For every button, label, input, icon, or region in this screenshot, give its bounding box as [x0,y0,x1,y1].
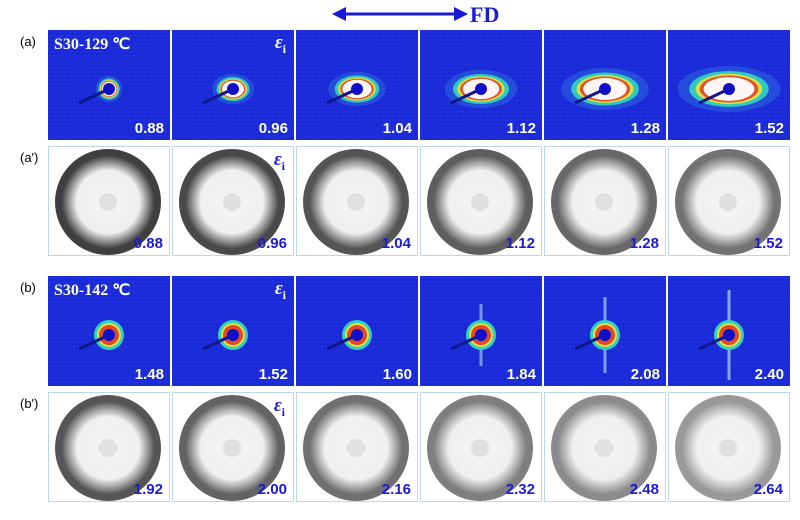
saxs-pattern-panel: 1.60 [296,276,418,386]
beam-center [223,193,241,211]
waxs-pattern-panel: εi 2.00 [172,392,294,502]
scattering-spot [78,320,124,351]
strain-value: 2.08 [630,366,660,383]
diffraction-ring [303,395,409,501]
strain-value: 1.60 [382,366,412,383]
scattering-spot [698,290,744,380]
strain-value: 1.48 [134,366,164,383]
waxs-pattern-panel: 2.64 [668,392,790,502]
scattering-spot [326,320,372,351]
strain-value: 0.96 [257,235,287,252]
waxs-pattern-panel: 2.32 [420,392,542,502]
diffraction-ring [179,395,285,501]
beam-center [347,193,365,211]
saxs-pattern-panel: 2.40 [668,276,790,386]
diffraction-ring [427,395,533,501]
strain-value: 0.88 [134,120,164,137]
waxs-pattern-panel: 1.92 [48,392,170,502]
strain-value: 1.52 [754,120,784,137]
diffraction-ring [551,395,657,501]
scattering-spot [202,320,248,351]
diffraction-ring [427,149,533,255]
waxs-pattern-panel: 2.48 [544,392,666,502]
strain-symbol: εi [274,32,286,56]
beam-center [347,439,365,457]
scattering-spot [78,75,123,105]
diffraction-ring [675,395,781,501]
waxs-pattern-panel: 1.12 [420,146,542,256]
diffraction-ring [551,149,657,255]
waxs-pattern-panel: 1.52 [668,146,790,256]
row-label: (a') [20,150,39,165]
sample-label: S30-129 ℃ [54,36,131,53]
saxs-pattern-panel: S30-129 ℃ 0.88 [48,30,170,140]
strain-value: 1.28 [630,120,660,137]
beam-center [595,439,613,457]
saxs-pattern-panel: 1.52 [668,30,790,140]
saxs-pattern-panel: εi 0.96 [172,30,294,140]
scattering-spot [574,297,620,373]
strain-symbol: εi [273,395,285,419]
strain-value: 1.12 [505,235,535,252]
saxs-pattern-panel: 1.84 [420,276,542,386]
scattering-spot [202,73,254,105]
row-label: (b) [20,280,36,295]
saxs-pattern-panel: εi 1.52 [172,276,294,386]
beam-center [99,193,117,211]
strain-value: 2.40 [754,366,784,383]
saxs-pattern-panel: 1.12 [420,30,542,140]
strain-value: 1.04 [382,120,412,137]
saxs-pattern-panel: S30-142 ℃ 1.48 [48,276,170,386]
strain-value: 0.88 [133,235,163,252]
beam-center [223,439,241,457]
sample-label: S30-142 ℃ [54,282,131,299]
strain-symbol: εi [273,149,285,173]
scattering-spot [326,71,386,107]
diffraction-ring [303,149,409,255]
strain-value: 1.12 [506,120,536,137]
strain-value: 2.48 [629,481,659,498]
beam-center [719,193,737,211]
saxs-pattern-panel: 1.28 [544,30,666,140]
scattering-spot [450,304,496,366]
beam-center [595,193,613,211]
scattering-spot [677,66,781,112]
beam-center [471,439,489,457]
scattering-spot [561,68,649,110]
strain-symbol: εi [274,278,286,302]
scattering-spot [444,69,518,109]
row-label: (a) [20,34,36,49]
strain-value: 1.04 [381,235,411,252]
strain-value: 2.16 [381,481,411,498]
strain-value: 2.64 [753,481,783,498]
diffraction-ring [55,395,161,501]
waxs-pattern-panel: 1.28 [544,146,666,256]
waxs-pattern-panel: 1.04 [296,146,418,256]
strain-value: 1.28 [629,235,659,252]
diffraction-ring [55,149,161,255]
waxs-pattern-panel: 0.88 [48,146,170,256]
strain-value: 1.92 [133,481,163,498]
beam-center [471,193,489,211]
saxs-pattern-panel: 2.08 [544,276,666,386]
diffraction-ring [179,149,285,255]
row-label: (b') [20,396,39,411]
strain-value: 2.32 [505,481,535,498]
diffraction-ring [675,149,781,255]
waxs-pattern-panel: εi 0.96 [172,146,294,256]
strain-value: 0.96 [258,120,288,137]
strain-value: 2.00 [257,481,287,498]
fd-label: FD [470,2,500,27]
beam-center [719,439,737,457]
waxs-pattern-panel: 2.16 [296,392,418,502]
saxs-pattern-panel: 1.04 [296,30,418,140]
beam-center [99,439,117,457]
fd-arrow-icon [332,7,468,21]
strain-value: 1.84 [506,366,536,383]
strain-value: 1.52 [258,366,288,383]
strain-value: 1.52 [753,235,783,252]
